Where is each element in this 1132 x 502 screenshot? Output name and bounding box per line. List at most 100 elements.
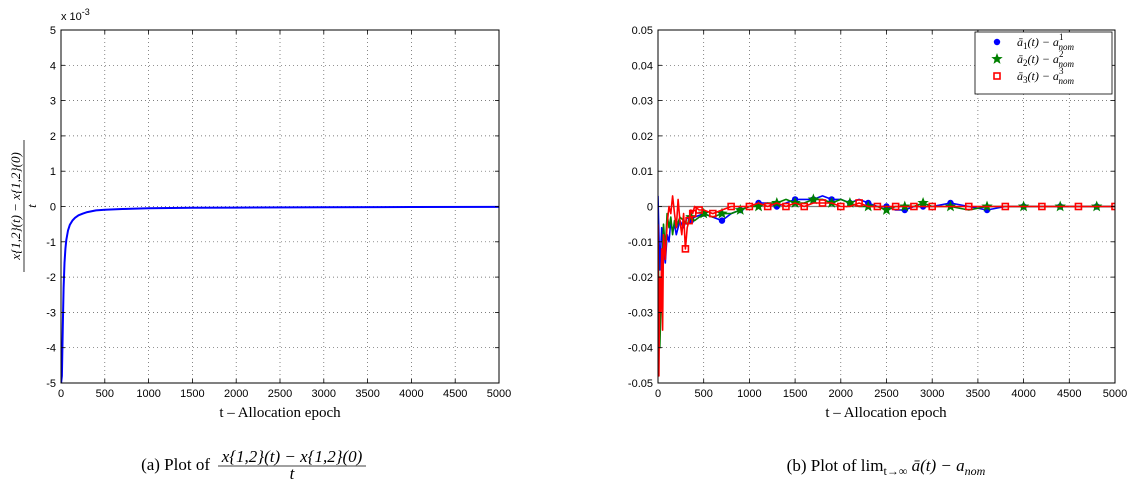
panel-b-marker-3: [910, 202, 918, 211]
x-tick-label: 2000: [224, 388, 248, 400]
panel-b-marker-3: [800, 202, 809, 211]
x-tick-label: 4000: [399, 388, 423, 400]
x-tick-label: 3000: [920, 388, 944, 400]
x-tick-label: 3500: [966, 388, 990, 400]
panel-b-marker-3: [855, 199, 863, 207]
panel-b-ticks: 0 500 1000 1500 2000 2500 3000 3500 4000 4500 5000…: [628, 25, 1127, 400]
x-tick-label: 2000: [829, 388, 853, 400]
panel-b-marker-3: [745, 202, 754, 211]
x-tick-label: 1500: [180, 388, 204, 400]
panel-b-caption: (b) Plot of limt→∞ ā(t) − anom: [787, 456, 986, 478]
y-tick-label: 0.01: [632, 166, 653, 178]
y-tick-label: 2: [50, 131, 56, 143]
x-tick-label: 500: [96, 388, 114, 400]
x-tick-label: 4000: [1011, 388, 1035, 400]
panel-b-marker-3: [782, 202, 790, 211]
panel-b-marker-3: [1074, 202, 1083, 211]
y-tick-label: -1: [46, 237, 56, 249]
y-tick-label: 1: [50, 166, 56, 178]
y-tick-label: -0.02: [628, 272, 653, 284]
panel-a-caption: (a) Plot of x{1,2}(t) − x{1,2}(0) t: [141, 447, 366, 483]
y-tick-label: 0.05: [632, 25, 653, 37]
x-tick-label: 3500: [355, 388, 379, 400]
panel-a-y-label-denominator: t: [24, 204, 39, 208]
legend-entry-1: ā1(t) − a1 nom: [1017, 32, 1074, 52]
panel-b-marker-1: [718, 217, 726, 224]
panel-a-y-label-numerator: x{1,2}(t) − x{1,2}(0): [8, 152, 23, 261]
panel-a-caption-denominator: t: [290, 464, 296, 483]
panel-a-caption-prefix: (a) Plot of: [141, 455, 210, 474]
x-tick-label: 2500: [268, 388, 292, 400]
panel-b: 0 500 1000 1500 2000 2500 3000 3500 4000 4500 5000…: [628, 25, 1127, 478]
panel-b-marker-3: [928, 202, 937, 211]
panel-b-marker-3: [891, 202, 900, 211]
panel-b-marker-3: [695, 206, 703, 214]
legend-marker-2: [991, 53, 1003, 64]
legend-entry-3: ā3(t) − a3 nom: [1017, 66, 1074, 86]
legend-entry-2: ā2(t) − a2 nom: [1017, 49, 1074, 69]
panel-b-marker-2: [880, 204, 893, 215]
panel-a-caption-numerator: x{1,2}(t) − x{1,2}(0): [221, 447, 363, 466]
panel-b-marker-3: [1001, 202, 1010, 211]
x-tick-label: 1000: [737, 388, 761, 400]
panel-b-marker-3: [709, 209, 717, 218]
panel-a: 0 500 1000 1500 2000 2500 3000 3500 4000 4500 5000…: [8, 7, 511, 483]
panel-b-marker-3: [685, 216, 693, 225]
panel-b-marker-2: [807, 193, 820, 205]
x-tick-label: 1000: [136, 388, 160, 400]
panel-a-series-line-1: [61, 205, 499, 383]
x-tick-label: 4500: [1057, 388, 1081, 400]
panel-b-marker-3: [1038, 202, 1046, 211]
y-tick-label: -0.04: [628, 343, 653, 355]
legend-marker-3: [993, 72, 1001, 80]
x-tick-label: 1500: [783, 388, 807, 400]
y-tick-label: 0: [50, 202, 56, 214]
panel-b-x-axis-label: t – Allocation epoch: [825, 405, 947, 421]
panel-b-series-line-3: [658, 195, 1115, 377]
x-tick-label: 500: [695, 388, 713, 400]
panel-b-marker-3: [818, 199, 827, 207]
panel-b-marker-3: [836, 202, 845, 211]
panel-b-marker-2: [698, 207, 710, 219]
y-tick-label: -3: [46, 307, 56, 319]
x-tick-label: 2500: [874, 388, 898, 400]
panel-a-exponent-label: x 10-3: [61, 7, 90, 23]
panel-b-marker-3: [964, 202, 973, 211]
legend-marker-1: [993, 38, 1001, 46]
y-tick-label: -5: [46, 378, 56, 390]
panel-b-marker-3: [727, 202, 735, 211]
panel-a-ticks: 0 500 1000 1500 2000 2500 3000 3500 4000 4500 5000…: [46, 25, 511, 400]
y-tick-label: 3: [50, 96, 56, 108]
panel-a-series: [61, 205, 499, 383]
x-tick-label: 5000: [487, 388, 511, 400]
x-tick-label: 3000: [312, 388, 336, 400]
y-tick-label: 0.04: [632, 60, 653, 72]
panel-b-marker-3: [681, 245, 690, 253]
panel-b-marker-2: [752, 200, 765, 212]
panel-b-series-line-2: [658, 198, 1115, 349]
panel-b-marker-2: [716, 207, 728, 219]
x-tick-label: 0: [655, 388, 661, 400]
x-tick-label: 4500: [443, 388, 467, 400]
x-tick-label: 0: [58, 388, 64, 400]
panel-b-marker-3: [873, 202, 882, 211]
y-tick-label: -0.03: [628, 307, 653, 319]
panel-b-marker-2: [734, 204, 746, 215]
y-tick-label: -2: [46, 272, 56, 284]
y-tick-label: 0: [647, 202, 653, 214]
panel-b-series: [658, 193, 1115, 377]
y-tick-label: -0.05: [628, 378, 653, 390]
y-tick-label: 4: [50, 60, 56, 72]
panel-b-marker-2: [917, 197, 929, 208]
y-tick-label: 0.03: [632, 96, 653, 108]
panel-b-marker-2: [844, 197, 856, 208]
y-tick-label: -0.01: [628, 237, 653, 249]
y-tick-label: -4: [46, 343, 56, 355]
x-tick-label: 5000: [1103, 388, 1127, 400]
panel-a-y-axis-label: x{1,2}(t) − x{1,2}(0) t: [8, 140, 39, 272]
y-tick-label: 5: [50, 25, 56, 37]
panel-b-marker-3: [763, 202, 772, 211]
y-tick-label: 0.02: [632, 131, 653, 143]
